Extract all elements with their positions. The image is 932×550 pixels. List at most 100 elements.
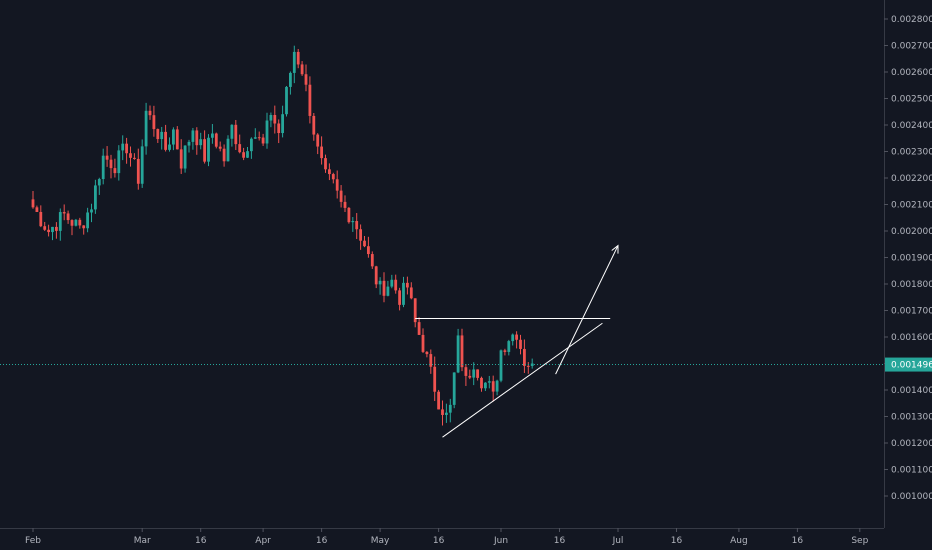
candle — [109, 154, 113, 179]
candle — [507, 339, 511, 356]
candle-body — [452, 372, 456, 405]
candle-body — [503, 350, 507, 352]
time-tick-label: 16 — [195, 536, 207, 546]
candle — [129, 146, 132, 167]
candle-body — [445, 412, 448, 415]
candle-body — [234, 124, 238, 145]
candle — [476, 369, 479, 381]
candle — [487, 375, 491, 389]
price-tick-label: 0.001800 — [891, 280, 932, 290]
price-tick-label: 0.002400 — [891, 121, 932, 131]
candle-body — [191, 130, 195, 142]
candle-body — [90, 209, 93, 213]
candle — [331, 172, 335, 184]
candle-body — [35, 207, 39, 212]
candle — [367, 236, 370, 258]
candle-body — [113, 168, 117, 174]
candle-body — [292, 51, 296, 73]
time-axis[interactable]: Feb Mar 16 Apr 16 May 16 Jun 16 Jul 16 Aug 16 Sep — [25, 528, 869, 546]
candle-body — [47, 229, 50, 233]
candle-body — [156, 129, 160, 140]
candle — [523, 339, 526, 373]
candle-body — [390, 279, 394, 287]
candle-body — [519, 339, 522, 349]
candle — [113, 158, 117, 178]
candle — [308, 76, 312, 124]
candle — [121, 135, 125, 161]
candle — [39, 205, 43, 228]
candle — [394, 274, 398, 294]
candle-body — [273, 114, 277, 124]
candle-body — [437, 391, 440, 410]
candle-body — [367, 246, 370, 255]
candle — [195, 127, 199, 155]
candle-body — [285, 86, 288, 115]
price-tick-label: 0.002600 — [891, 68, 932, 78]
candle-body — [343, 201, 347, 208]
candle — [277, 119, 281, 144]
candle-body — [211, 133, 214, 138]
support-trendline[interactable] — [442, 322, 603, 438]
candle-body — [250, 138, 253, 152]
candle — [257, 131, 261, 141]
price-tick-label: 0.001300 — [891, 413, 932, 423]
candle — [320, 136, 323, 165]
candle — [324, 154, 327, 173]
arrow-head — [611, 244, 619, 254]
candle — [234, 119, 238, 150]
candle — [207, 134, 210, 167]
candle-body — [253, 137, 257, 139]
time-tick-label: Apr — [255, 536, 271, 546]
candle — [281, 105, 284, 138]
candle — [503, 348, 507, 356]
candle — [499, 349, 503, 383]
price-tick-label: 0.001600 — [891, 333, 932, 343]
candle — [222, 144, 226, 167]
candle — [285, 86, 288, 117]
candle-body — [308, 84, 312, 116]
candle-body — [433, 366, 437, 392]
candle-body — [269, 114, 273, 121]
candle-body — [121, 143, 125, 151]
candle — [304, 64, 308, 92]
candle — [199, 132, 203, 150]
candle — [429, 349, 433, 374]
candle-body — [101, 155, 105, 180]
candle-body — [441, 409, 444, 415]
candle — [402, 276, 405, 308]
candle — [148, 105, 152, 120]
arrow-shaft — [555, 245, 619, 375]
candle-body — [187, 141, 191, 146]
candle-body — [51, 226, 54, 233]
candle — [468, 369, 472, 380]
candle-body — [261, 137, 265, 144]
candle-body — [523, 348, 526, 366]
candle-body — [425, 351, 429, 355]
candle-body — [359, 229, 362, 241]
candle-body — [133, 157, 136, 159]
candle-body — [363, 240, 366, 247]
candle — [343, 195, 347, 212]
candle-body — [70, 220, 74, 226]
candle — [519, 334, 522, 355]
candle-body — [339, 190, 343, 202]
price-tick-label: 0.002300 — [891, 148, 932, 158]
candle — [156, 128, 160, 143]
breakout-arrow[interactable] — [555, 244, 619, 375]
candle-body — [195, 130, 199, 146]
candle-body — [448, 404, 452, 413]
candle-body — [125, 143, 128, 154]
candle — [437, 389, 440, 410]
candle-body — [109, 159, 113, 169]
candle — [491, 375, 495, 402]
price-tick-label: 0.002700 — [891, 42, 932, 52]
candle-body — [148, 110, 152, 116]
candle — [398, 287, 401, 311]
time-tick-label: 16 — [792, 536, 804, 546]
candle-body — [39, 211, 43, 227]
candle-body — [78, 219, 82, 226]
candle — [242, 147, 245, 161]
candle-body — [402, 282, 405, 305]
candle — [484, 382, 487, 392]
